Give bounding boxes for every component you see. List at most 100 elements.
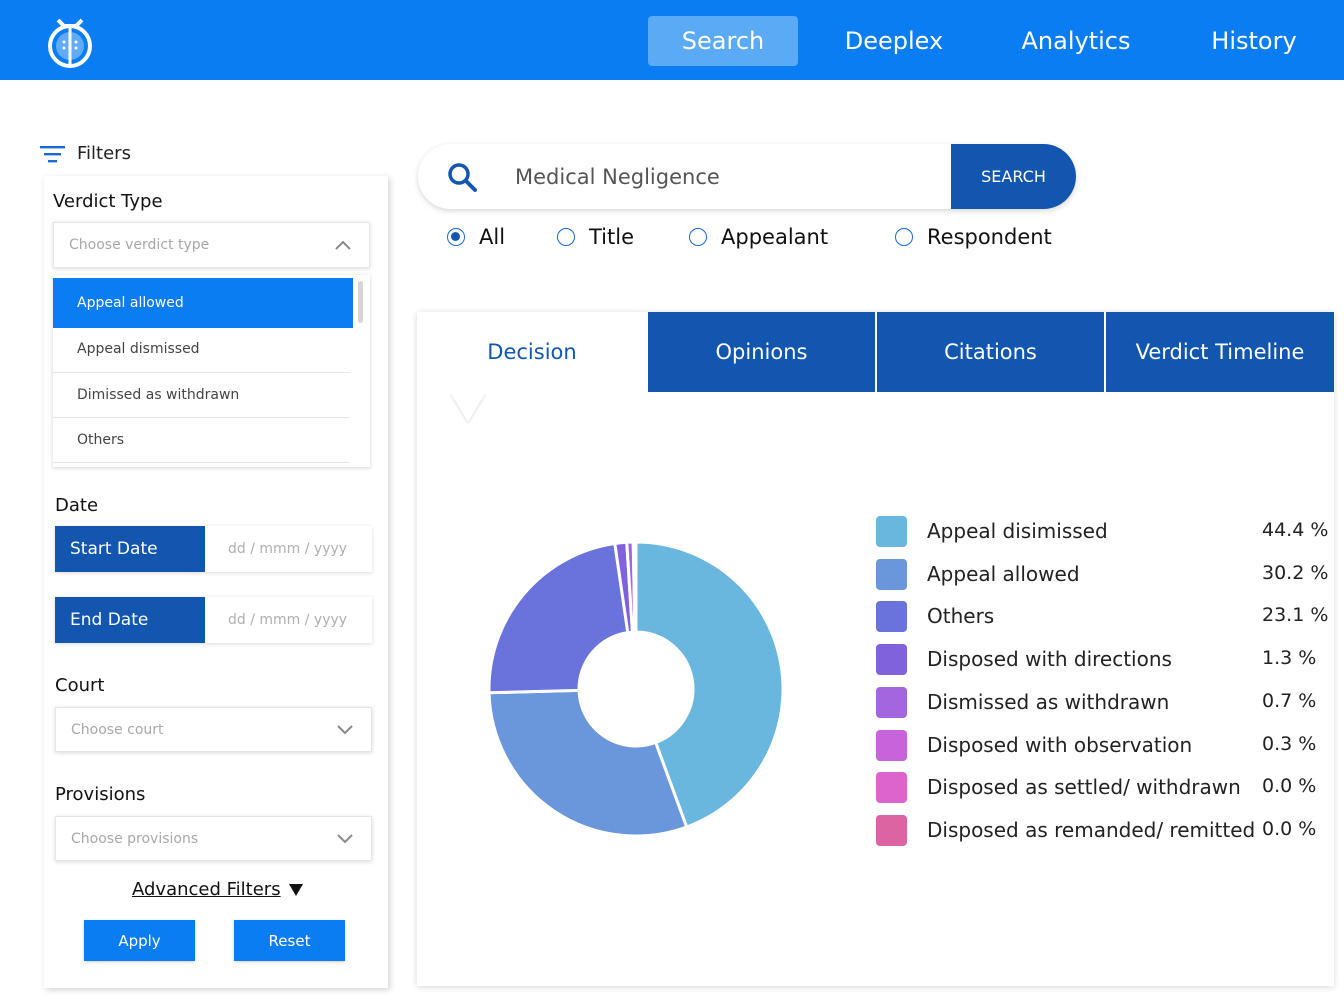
legend-label: Dismissed as withdrawn	[927, 690, 1170, 714]
donut-slice[interactable]	[631, 540, 638, 634]
tab-opinions[interactable]: Opinions	[648, 312, 875, 392]
legend-label: Disposed with directions	[927, 647, 1172, 671]
reset-button[interactable]: Reset	[234, 920, 345, 961]
option-dismissed-as-withdrawn[interactable]: Dimissed as withdrawn	[77, 387, 240, 403]
chevron-down-icon[interactable]	[337, 724, 353, 735]
radio-title[interactable]: Title	[557, 225, 634, 249]
option-appeal-dismissed[interactable]: Appeal dismissed	[77, 341, 200, 357]
provisions-placeholder: Choose provisions	[71, 830, 199, 847]
end-date-button[interactable]: End Date	[55, 597, 205, 643]
end-date-row: End Date dd / mmm / yyyy	[55, 597, 372, 643]
start-date-button[interactable]: Start Date	[55, 526, 205, 572]
provisions-select[interactable]: Choose provisions	[55, 816, 372, 861]
legend-label: Disposed with observation	[927, 733, 1193, 757]
legend-value: 0.7 %	[1262, 690, 1317, 712]
verdict-type-placeholder: Choose verdict type	[69, 237, 210, 253]
tab-verdict-timeline[interactable]: Verdict Timeline	[1106, 312, 1334, 392]
legend-value: 44.4 %	[1262, 519, 1329, 541]
legend-item[interactable]: Dismissed as withdrawn 0.7 %	[876, 687, 1331, 719]
active-tab-pointer	[450, 392, 486, 422]
donut-slice[interactable]	[487, 688, 689, 838]
legend-label: Others	[927, 604, 995, 628]
legend-swatch	[876, 516, 907, 547]
verdict-type-label: Verdict Type	[53, 191, 163, 212]
radio-unchecked-icon[interactable]	[689, 228, 707, 246]
filter-icon	[40, 145, 65, 162]
radio-unchecked-icon[interactable]	[557, 228, 575, 246]
tab-decision[interactable]: Decision	[417, 312, 647, 392]
radio-respondent-label: Respondent	[927, 225, 1052, 249]
legend-value: 23.1 %	[1262, 604, 1329, 626]
verdict-type-select[interactable]: Choose verdict type	[53, 222, 370, 268]
legend-item[interactable]: Disposed as settled/ withdrawn 0.0 %	[876, 772, 1331, 804]
radio-all[interactable]: All	[447, 225, 505, 249]
verdict-donut-chart	[487, 540, 785, 838]
advanced-filters-label[interactable]: Advanced Filters	[132, 879, 281, 900]
end-date-input[interactable]: dd / mmm / yyyy	[228, 612, 348, 628]
legend-label: Appeal allowed	[927, 562, 1080, 586]
provisions-label: Provisions	[55, 784, 146, 805]
date-label: Date	[55, 495, 99, 516]
search-icon[interactable]	[446, 161, 478, 193]
radio-appealant[interactable]: Appealant	[689, 225, 828, 249]
court-label: Court	[55, 675, 105, 696]
verdict-type-options-list: Appeal allowed Appeal dismissed Dimissed…	[53, 275, 370, 467]
legend-swatch	[876, 559, 907, 590]
apply-button[interactable]: Apply	[84, 920, 195, 961]
legend-swatch	[876, 815, 907, 846]
search-bar: SEARCH	[418, 144, 1076, 209]
start-date-input[interactable]: dd / mmm / yyyy	[228, 541, 348, 557]
nav-history[interactable]: History	[1211, 27, 1297, 55]
radio-unchecked-icon[interactable]	[895, 228, 913, 246]
legend-label: Disposed as remanded/ remitted	[927, 818, 1256, 842]
legend-item[interactable]: Appeal disimissed 44.4 %	[876, 516, 1331, 548]
advanced-filters-toggle[interactable]: Advanced Filters	[132, 879, 303, 900]
nav-deeplex[interactable]: Deeplex	[844, 27, 944, 55]
legend-swatch	[876, 601, 907, 632]
legend-label: Appeal disimissed	[927, 519, 1108, 543]
legend-item[interactable]: Disposed with directions 1.3 %	[876, 644, 1331, 676]
app-logo-icon[interactable]	[46, 16, 94, 68]
divider	[53, 417, 350, 418]
legend-item[interactable]: Appeal allowed 30.2 %	[876, 559, 1331, 591]
radio-respondent[interactable]: Respondent	[895, 225, 1052, 249]
legend-item[interactable]: Disposed with observation 0.3 %	[876, 730, 1331, 762]
caret-down-icon[interactable]	[288, 883, 303, 896]
chevron-up-icon[interactable]	[335, 240, 351, 250]
legend-swatch	[876, 730, 907, 761]
legend-value: 1.3 %	[1262, 647, 1317, 669]
legend-swatch	[876, 644, 907, 675]
radio-title-label: Title	[589, 225, 635, 249]
legend-value: 30.2 %	[1262, 562, 1329, 584]
nav-search[interactable]: Search	[648, 16, 798, 66]
divider	[53, 372, 350, 373]
scrollbar-thumb[interactable]	[358, 281, 363, 323]
legend-value: 0.0 %	[1262, 818, 1317, 840]
filters-title: Filters	[77, 143, 131, 164]
option-others[interactable]: Others	[77, 432, 125, 448]
tab-citations[interactable]: Citations	[877, 312, 1104, 392]
legend-value: 0.3 %	[1262, 733, 1317, 755]
legend-item[interactable]: Disposed as remanded/ remitted 0.0 %	[876, 815, 1331, 847]
court-select[interactable]: Choose court	[55, 707, 372, 752]
legend-swatch	[876, 772, 907, 803]
chevron-down-icon[interactable]	[337, 833, 353, 844]
divider	[53, 462, 350, 463]
donut-slice[interactable]	[487, 541, 630, 695]
filters-header: Filters	[40, 143, 131, 164]
court-placeholder: Choose court	[71, 721, 164, 738]
start-date-row: Start Date dd / mmm / yyyy	[55, 526, 372, 572]
legend-value: 0.0 %	[1262, 775, 1317, 797]
option-appeal-allowed[interactable]: Appeal allowed	[53, 278, 353, 328]
legend-label: Disposed as settled/ withdrawn	[927, 775, 1241, 799]
legend-item[interactable]: Others 23.1 %	[876, 601, 1331, 633]
donut-slice[interactable]	[634, 540, 785, 829]
radio-checked-icon[interactable]	[447, 228, 465, 246]
search-button[interactable]: SEARCH	[951, 144, 1076, 209]
nav-analytics[interactable]: Analytics	[1021, 27, 1131, 55]
radio-appealant-label: Appealant	[721, 225, 829, 249]
search-input[interactable]	[515, 144, 945, 209]
top-navigation-bar: Search Deeplex Analytics History	[0, 0, 1344, 80]
legend-swatch	[876, 687, 907, 718]
radio-all-label: All	[479, 225, 506, 249]
